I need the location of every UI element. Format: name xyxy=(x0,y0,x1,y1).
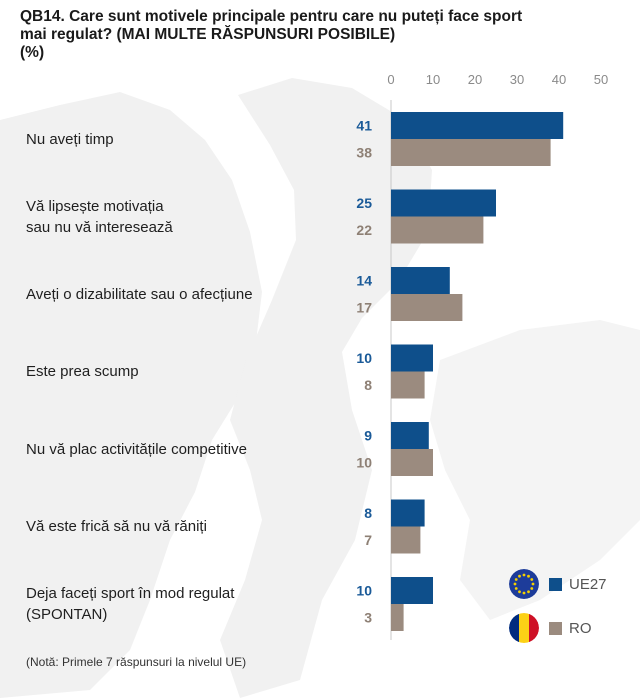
category-label-line: Vă lipsește motivația xyxy=(26,197,164,215)
eu-star xyxy=(522,591,526,595)
eu-star xyxy=(527,574,530,578)
bar-ue27 xyxy=(391,499,425,527)
bar-ue27 xyxy=(391,422,429,449)
x-tick-label: 20 xyxy=(468,72,482,87)
bar-ue27 xyxy=(391,267,450,294)
chart-title: QB14. Care sunt motivele principale pent… xyxy=(20,8,580,62)
bar-ro xyxy=(391,449,433,476)
category-label-line: Deja faceți sport în mod regulat xyxy=(26,585,235,602)
value-label-ue27: 41 xyxy=(356,118,372,134)
bar-ro xyxy=(391,371,425,399)
legend-item-ue27: UE27 xyxy=(549,576,607,593)
x-tick-label: 10 xyxy=(426,72,440,87)
value-label-ro: 3 xyxy=(364,610,372,626)
category-label: Aveți o dizabilitate sau o afecțiune xyxy=(26,284,253,305)
x-tick-label: 50 xyxy=(594,72,608,87)
legend-swatch-ue27 xyxy=(549,578,562,591)
value-label-ro: 22 xyxy=(356,222,372,238)
category-label: Vă este frică să nu vă răniți xyxy=(26,516,207,537)
title-line: mai regulat? (MAI MULTE RĂSPUNSURI POSIB… xyxy=(20,26,396,43)
bar-ro xyxy=(391,604,404,631)
title-line: QB14. Care sunt motivele principale pent… xyxy=(20,8,523,25)
value-label-ro: 17 xyxy=(356,300,372,316)
footnote: (Notă: Primele 7 răspunsuri la nivelul U… xyxy=(26,655,247,669)
eu-star xyxy=(514,587,518,590)
bar-ue27 xyxy=(391,577,433,604)
x-tick-label: 30 xyxy=(510,72,524,87)
category-label: Vă lipsește motivația sau nu vă interesea… xyxy=(26,196,173,238)
category-label-line: Nu vă plac activitățile competitive xyxy=(26,440,247,458)
value-label-ue27: 9 xyxy=(364,428,372,444)
title-line: (%) xyxy=(20,44,45,61)
eu-star xyxy=(531,582,535,586)
eu-star xyxy=(518,590,521,594)
bar-ue27 xyxy=(391,112,564,139)
value-label-ro: 8 xyxy=(364,377,372,393)
legend-label-ro: RO xyxy=(569,620,592,637)
romania-flag-icon xyxy=(509,613,539,643)
eu-star xyxy=(522,573,526,577)
bar-ue27 xyxy=(391,344,433,372)
value-label-ue27: 8 xyxy=(364,505,372,521)
category-label-line: Vă este frică să nu vă răniți xyxy=(26,518,207,535)
eu-star xyxy=(518,574,521,578)
category-label-line: Nu aveți timp xyxy=(26,130,114,148)
category-label: Nu aveți timp xyxy=(26,129,114,150)
category-label-line: Aveți o dizabilitate sau o afecțiune xyxy=(26,285,253,303)
bar-ro xyxy=(391,139,551,166)
legend-item-ro: RO xyxy=(549,620,592,637)
eu-star xyxy=(527,590,530,594)
eu-star xyxy=(530,578,534,581)
eu-star xyxy=(514,578,518,581)
eu-star xyxy=(513,582,517,586)
value-label-ue27: 10 xyxy=(356,583,372,599)
eu-flag-icon xyxy=(509,569,539,599)
category-label: Nu vă plac activitățile competitive xyxy=(26,439,247,460)
x-tick-label: 0 xyxy=(387,72,394,87)
bar-ro xyxy=(391,526,421,554)
category-label-line: sau nu vă interesează xyxy=(26,218,173,236)
value-label-ue27: 25 xyxy=(356,195,372,211)
bar-ue27 xyxy=(391,189,496,217)
value-label-ue27: 14 xyxy=(356,273,372,289)
x-tick-label: 40 xyxy=(552,72,566,87)
legend-swatch-ro xyxy=(549,622,562,635)
value-label-ro: 38 xyxy=(356,145,372,161)
category-label: Este prea scump xyxy=(26,361,139,382)
legend-label-ue27: UE27 xyxy=(569,576,607,593)
category-label-line: (SPONTAN) xyxy=(26,606,108,623)
bar-ro xyxy=(391,294,463,321)
eu-star xyxy=(530,587,534,590)
value-label-ro: 7 xyxy=(364,532,372,548)
category-label: Deja faceți sport în mod regulat (SPONTAN… xyxy=(26,583,234,625)
bar-ro xyxy=(391,216,484,244)
value-label-ue27: 10 xyxy=(356,350,372,366)
category-label-line: Este prea scump xyxy=(26,363,139,380)
value-label-ro: 10 xyxy=(356,455,372,471)
